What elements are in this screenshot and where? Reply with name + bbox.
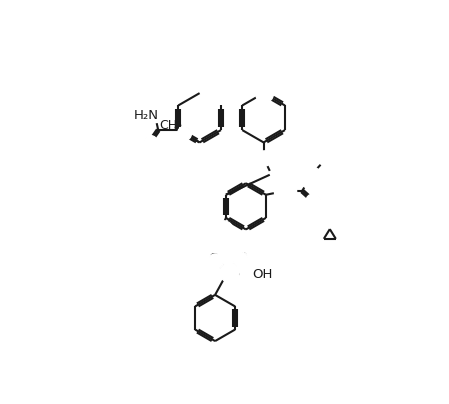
Text: OH: OH [252,268,273,281]
Text: NH: NH [275,185,295,198]
Text: CH₃: CH₃ [159,119,182,132]
Text: N: N [258,86,269,101]
Text: O: O [236,251,247,265]
Text: H₂N: H₂N [134,109,159,122]
Text: O: O [143,136,154,150]
Text: O: O [208,252,219,267]
Text: O: O [179,126,189,140]
Text: Cl: Cl [216,224,229,237]
Text: O: O [258,151,269,165]
Text: O: O [309,195,320,209]
Text: S: S [224,264,233,279]
Text: HN: HN [300,170,320,183]
